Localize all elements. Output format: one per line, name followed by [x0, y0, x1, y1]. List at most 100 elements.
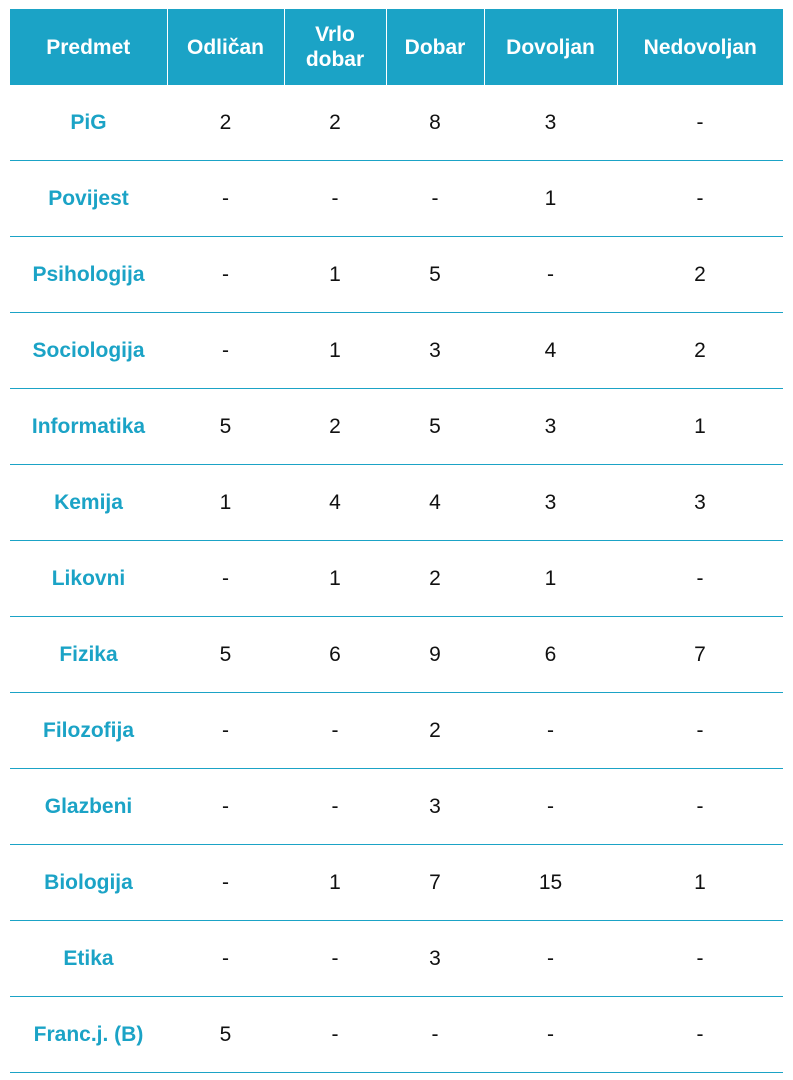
table-row: Franc.j. (B) 5- - - -	[10, 996, 783, 1073]
dobar-cell: 3	[386, 920, 484, 997]
odlican-cell: 5	[167, 616, 284, 693]
table-header: Predmet Odličan Vrlo dobar Dobar Dovolja…	[10, 9, 783, 85]
dobar-cell: 5	[386, 388, 484, 465]
nedovoljan-cell: -	[617, 160, 783, 237]
odlican-cell: 5	[167, 996, 284, 1073]
table-row: Etika - -3- -	[10, 920, 783, 997]
table-row: Filozofija - -2- -	[10, 692, 783, 769]
nedovoljan-cell: 2	[617, 236, 783, 313]
table-row: Glazbeni - -3- -	[10, 768, 783, 845]
nedovoljan-cell: 2	[617, 312, 783, 389]
dovoljan-cell: 15	[484, 844, 617, 921]
header-dovoljan: Dovoljan	[484, 9, 618, 85]
dobar-cell: 5	[386, 236, 484, 313]
table-row: PiG 2 2 8 3-	[10, 85, 783, 161]
nedovoljan-cell: 3	[617, 464, 783, 541]
subject-cell: Franc.j. (B)	[10, 996, 167, 1073]
dovoljan-cell: -	[484, 768, 617, 845]
nedovoljan-cell: -	[617, 540, 783, 617]
vrlo-dobar-cell: -	[284, 996, 386, 1073]
header-row: Predmet Odličan Vrlo dobar Dobar Dovolja…	[10, 9, 783, 85]
dobar-cell: 3	[386, 312, 484, 389]
dovoljan-cell: -	[484, 920, 617, 997]
odlican-cell: -	[167, 312, 284, 389]
dovoljan-cell: -	[484, 996, 617, 1073]
header-dobar: Dobar	[386, 9, 485, 85]
subject-cell: Etika	[10, 920, 167, 997]
subject-cell: PiG	[10, 85, 167, 161]
odlican-cell: -	[167, 920, 284, 997]
vrlo-dobar-cell: -	[284, 160, 386, 237]
dobar-cell: 9	[386, 616, 484, 693]
dobar-cell: 7	[386, 844, 484, 921]
dobar-cell: -	[386, 160, 484, 237]
odlican-cell: 5	[167, 388, 284, 465]
vrlo-dobar-cell: 2	[284, 388, 386, 465]
odlican-cell: 2	[167, 85, 284, 161]
table-row: Kemija 1 4 4 3 3	[10, 464, 783, 541]
dovoljan-cell: 6	[484, 616, 617, 693]
nedovoljan-cell: 1	[617, 844, 783, 921]
dovoljan-cell: 1	[484, 540, 617, 617]
vrlo-dobar-cell: 1	[284, 540, 386, 617]
header-odlican: Odličan	[167, 9, 285, 85]
header-nedovoljan: Nedovoljan	[617, 9, 783, 85]
odlican-cell: 1	[167, 464, 284, 541]
nedovoljan-cell: -	[617, 768, 783, 845]
dobar-cell: 2	[386, 692, 484, 769]
odlican-cell: -	[167, 160, 284, 237]
dovoljan-cell: 3	[484, 388, 617, 465]
nedovoljan-cell: 1	[617, 388, 783, 465]
dobar-cell: 8	[386, 85, 484, 161]
odlican-cell: -	[167, 236, 284, 313]
vrlo-dobar-cell: -	[284, 920, 386, 997]
table-row: Sociologija -1 3 4 2	[10, 312, 783, 389]
dobar-cell: -	[386, 996, 484, 1073]
dovoljan-cell: -	[484, 236, 617, 313]
dobar-cell: 4	[386, 464, 484, 541]
header-vrlo-dobar: Vrlo dobar	[284, 9, 387, 85]
table-row: Likovni -1 2 1-	[10, 540, 783, 617]
subject-cell: Glazbeni	[10, 768, 167, 845]
grade-distribution-table: Predmet Odličan Vrlo dobar Dobar Dovolja…	[10, 9, 783, 1073]
dovoljan-cell: 1	[484, 160, 617, 237]
vrlo-dobar-cell: 1	[284, 844, 386, 921]
nedovoljan-cell: -	[617, 996, 783, 1073]
vrlo-dobar-cell: 1	[284, 312, 386, 389]
table-body: PiG 2 2 8 3- Povijest - - -1- Psihologija -1 5-2 Soc…	[10, 85, 783, 1073]
dovoljan-cell: 3	[484, 464, 617, 541]
table-row: Psihologija -1 5-2	[10, 236, 783, 313]
subject-cell: Filozofija	[10, 692, 167, 769]
dovoljan-cell: -	[484, 692, 617, 769]
subject-cell: Psihologija	[10, 236, 167, 313]
subject-cell: Kemija	[10, 464, 167, 541]
odlican-cell: -	[167, 692, 284, 769]
subject-cell: Biologija	[10, 844, 167, 921]
subject-cell: Likovni	[10, 540, 167, 617]
vrlo-dobar-cell: 6	[284, 616, 386, 693]
odlican-cell: -	[167, 844, 284, 921]
table-row: Informatika 5 2 5 3 1	[10, 388, 783, 465]
subject-cell: Sociologija	[10, 312, 167, 389]
dobar-cell: 3	[386, 768, 484, 845]
table-row: Biologija -1 7 15 1	[10, 844, 783, 921]
nedovoljan-cell: -	[617, 85, 783, 161]
vrlo-dobar-cell: 4	[284, 464, 386, 541]
vrlo-dobar-cell: 1	[284, 236, 386, 313]
table-row: Fizika 5 6 9 6 7	[10, 616, 783, 693]
subject-cell: Informatika	[10, 388, 167, 465]
dovoljan-cell: 3	[484, 85, 617, 161]
vrlo-dobar-cell: -	[284, 768, 386, 845]
dovoljan-cell: 4	[484, 312, 617, 389]
vrlo-dobar-cell: -	[284, 692, 386, 769]
nedovoljan-cell: -	[617, 920, 783, 997]
subject-cell: Povijest	[10, 160, 167, 237]
odlican-cell: -	[167, 540, 284, 617]
subject-cell: Fizika	[10, 616, 167, 693]
odlican-cell: -	[167, 768, 284, 845]
vrlo-dobar-cell: 2	[284, 85, 386, 161]
header-subject: Predmet	[10, 9, 168, 85]
nedovoljan-cell: 7	[617, 616, 783, 693]
dobar-cell: 2	[386, 540, 484, 617]
nedovoljan-cell: -	[617, 692, 783, 769]
